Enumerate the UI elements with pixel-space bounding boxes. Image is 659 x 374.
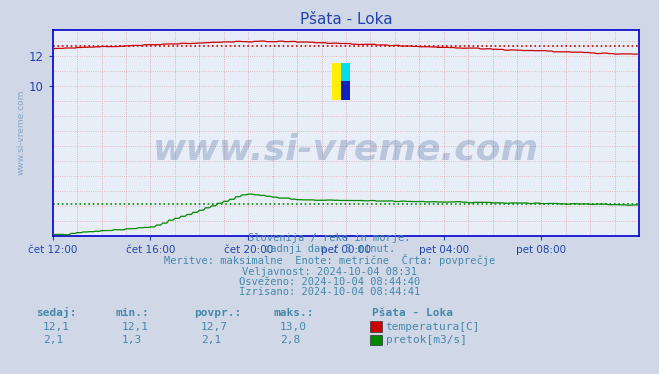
Text: 2,1: 2,1 [43, 335, 63, 345]
Text: Veljavnost: 2024-10-04 08:31: Veljavnost: 2024-10-04 08:31 [242, 267, 417, 277]
Text: min.:: min.: [115, 308, 149, 318]
Y-axis label: www.si-vreme.com: www.si-vreme.com [17, 90, 26, 175]
Text: 1,3: 1,3 [122, 335, 142, 345]
Text: 13,0: 13,0 [280, 322, 307, 332]
Text: povpr.:: povpr.: [194, 308, 242, 318]
Text: Izrisano: 2024-10-04 08:44:41: Izrisano: 2024-10-04 08:44:41 [239, 287, 420, 297]
Text: 2,1: 2,1 [201, 335, 221, 345]
Text: 12,7: 12,7 [201, 322, 228, 332]
Text: pretok[m3/s]: pretok[m3/s] [386, 335, 467, 345]
Text: Meritve: maksimalne  Enote: metrične  Črta: povprečje: Meritve: maksimalne Enote: metrične Črta… [164, 254, 495, 266]
Text: Slovenija / reke in morje.: Slovenija / reke in morje. [248, 233, 411, 243]
Text: sedaj:: sedaj: [36, 307, 76, 318]
Text: maks.:: maks.: [273, 308, 314, 318]
Text: Pšata - Loka: Pšata - Loka [372, 308, 453, 318]
Text: temperatura[C]: temperatura[C] [386, 322, 480, 332]
Text: Osveženo: 2024-10-04 08:44:40: Osveženo: 2024-10-04 08:44:40 [239, 277, 420, 287]
Text: 12,1: 12,1 [122, 322, 149, 332]
Text: zadnji dan / 5 minut.: zadnji dan / 5 minut. [264, 245, 395, 254]
Text: 2,8: 2,8 [280, 335, 301, 345]
Text: 12,1: 12,1 [43, 322, 70, 332]
Title: Pšata - Loka: Pšata - Loka [300, 12, 392, 27]
Text: www.si-vreme.com: www.si-vreme.com [153, 132, 539, 166]
